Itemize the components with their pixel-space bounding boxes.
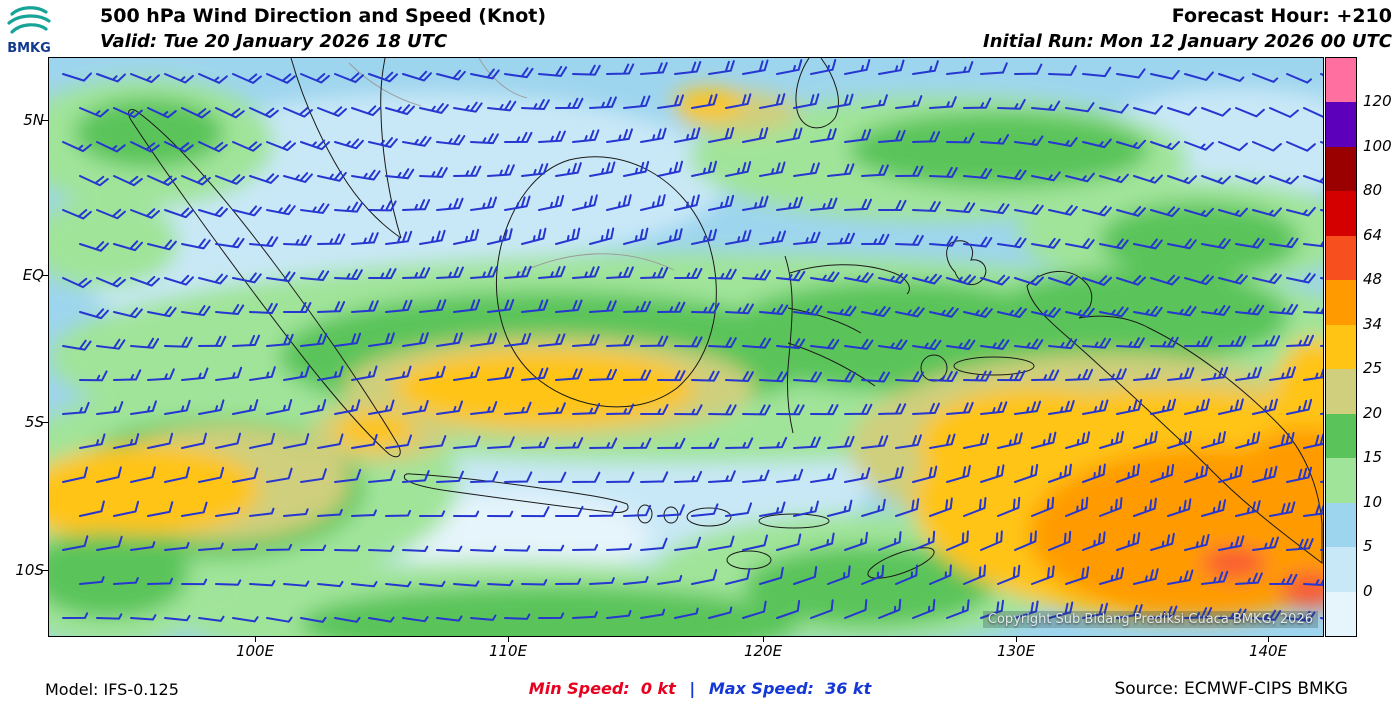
colorbar-segment [1326,369,1356,414]
x-axis-tick [1268,636,1269,642]
y-axis-tick [42,570,48,571]
colorbar-tick-label: 0 [1363,581,1373,600]
coast-timor [867,547,935,579]
coast-flores [758,513,830,529]
colorbar-tick-label: 48 [1363,270,1383,289]
wind-map [48,57,1324,637]
x-axis-tick [763,636,764,642]
coast-seram [953,356,1035,376]
coast-java [403,473,629,513]
colorbar-segment [1326,502,1356,548]
y-axis-label-5s: 5S [24,413,44,431]
wind-barbs-layer [62,58,1323,623]
source-label: Source: ECMWF-CIPS BMKG [1114,679,1348,699]
logo-text: BMKG [7,41,51,56]
colorbar-tick-label: 120 [1363,92,1392,111]
y-axis-tick [42,275,48,276]
colorbar-segment [1326,146,1356,192]
max-speed-label: Max Speed: 36 kt [708,679,872,698]
x-axis-label-100e: 100E [235,642,275,660]
y-axis-label-10s: 10S [15,561,44,579]
map-canvas [49,58,1323,636]
coastlines [128,58,1323,579]
colorbar-labels: 120 100 80 64 48 34 25 20 15 10 5 0 [1363,57,1400,635]
bmkg-logo: BMKG [7,6,51,56]
colorbar-tick-label: 5 [1363,537,1373,556]
x-axis-label-110e: 110E [488,642,528,660]
colorbar-tick-label: 34 [1363,314,1383,333]
colorbar-segment [1326,191,1356,236]
speed-shading [49,78,1323,636]
colorbar-segment [1326,413,1356,459]
initial-run: Initial Run: Mon 12 January 2026 00 UTC [983,31,1392,52]
shade-48-64 [1202,547,1323,608]
model-label: Model: IFS-0.125 [45,680,179,699]
logo-waves [7,6,51,34]
colorbar-tick-label: 15 [1363,448,1383,467]
colorbar-tick-label: 25 [1363,359,1383,378]
minmax-separator: | [689,679,696,698]
colorbar-tick-label: 64 [1363,225,1383,244]
x-axis-tick [1016,636,1017,642]
colorbar-segment [1326,102,1356,147]
colorbar-tick-label: 20 [1363,403,1383,422]
coast-sumbawa [686,507,732,527]
colorbar-segment [1326,324,1356,370]
colorbar-segment [1326,591,1356,637]
coast-bali [637,504,653,524]
x-axis-label-120e: 120E [743,642,783,660]
x-axis-tick [508,636,509,642]
coast-sumatra [128,109,401,458]
colorbar-tick-label: 80 [1363,181,1383,200]
colorbar-segment [1326,280,1356,325]
coast-halmahera [946,240,987,286]
y-axis-label-5n: 5N [23,111,44,129]
colorbar-tick-label: 10 [1363,492,1383,511]
coast-borneo [496,156,717,408]
minmax-speed: Min Speed: 0 kt | Max Speed: 36 kt [529,679,871,698]
valid-time: Valid: Tue 20 January 2026 18 UTC [100,31,448,52]
x-axis-tick [255,636,256,642]
colorbar-segment [1326,58,1356,103]
country-borders [348,58,675,274]
coast-sulawesi [784,255,910,434]
colorbar-segment [1326,547,1356,592]
page-title: 500 hPa Wind Direction and Speed (Knot) [100,5,547,27]
y-axis-tick [42,422,48,423]
copyright-text: Copyright Sub Bidang Prediksi Cuaca BMKG… [982,611,1318,628]
x-axis-label-140e: 140E [1248,642,1288,660]
coast-mindanao [795,58,839,129]
colorbar-tick-label: 100 [1363,136,1392,155]
forecast-hour: Forecast Hour: +210 [1171,5,1392,27]
y-axis-tick [42,120,48,121]
colorbar-segment [1326,235,1356,281]
x-axis-label-130e: 130E [996,642,1036,660]
min-speed-label: Min Speed: 0 kt [528,679,676,698]
y-axis-label-eq: EQ [22,266,44,284]
wind-speed-colorbar [1325,57,1357,637]
colorbar-segment [1326,458,1356,503]
